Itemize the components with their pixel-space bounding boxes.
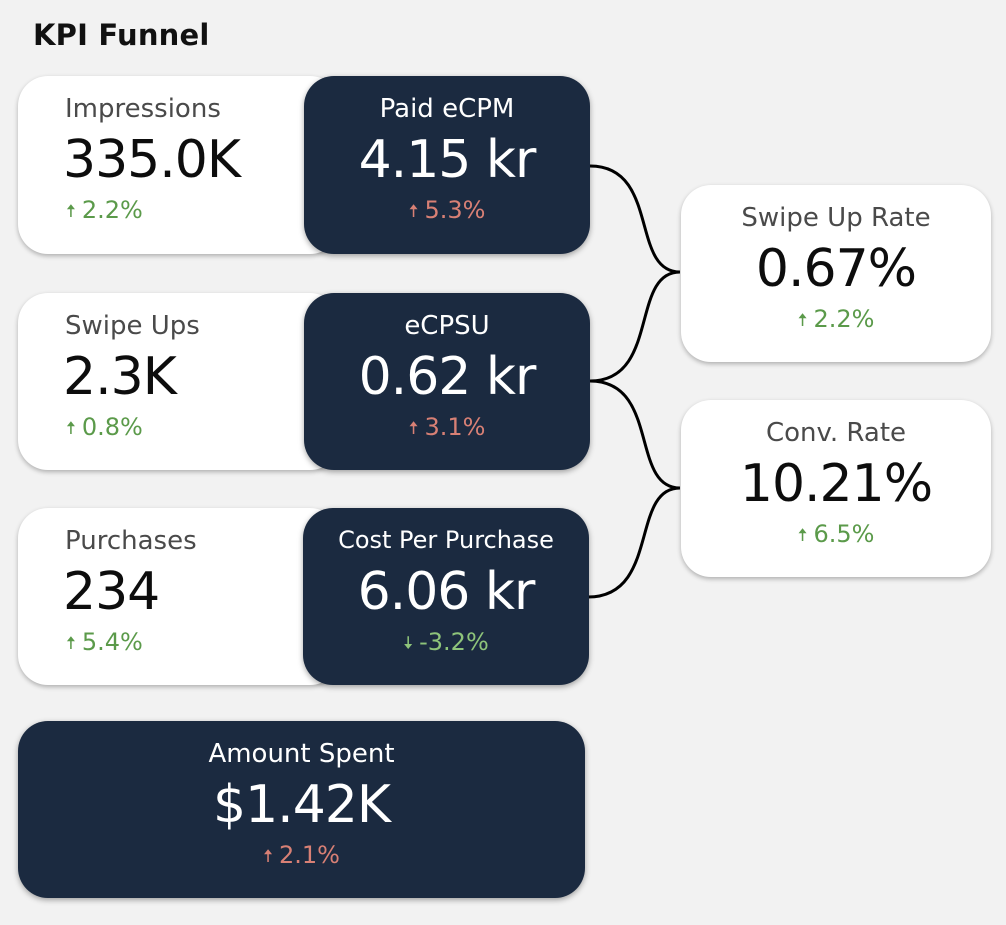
- up-arrow-icon: 🠅: [797, 525, 808, 546]
- up-arrow-icon: 🠅: [66, 633, 76, 654]
- up-arrow-icon: 🠅: [263, 846, 273, 867]
- connector-cpp-to-conv-rate: [587, 486, 681, 599]
- kpi-label: Purchases: [65, 526, 197, 556]
- kpi-label: Paid eCPM: [379, 94, 515, 124]
- kpi-label: Swipe Up Rate: [741, 203, 931, 233]
- kpi-label: Swipe Ups: [65, 311, 200, 341]
- up-arrow-icon: 🠅: [408, 418, 419, 439]
- kpi-value: 0.62 kr: [358, 347, 537, 407]
- kpi-value: 2.3K: [63, 347, 177, 407]
- kpi-value: 4.15 kr: [358, 130, 537, 190]
- kpi-change: 🠅 2.2%: [66, 196, 143, 224]
- down-arrow-icon: 🠇: [403, 633, 414, 654]
- kpi-value: 6.06 kr: [357, 562, 536, 622]
- kpi-change: 🠅 6.5%: [797, 520, 875, 548]
- kpi-value: 0.67%: [755, 239, 917, 299]
- kpi-card-cost-per-purchase: Cost Per Purchase 6.06 kr 🠇 -3.2%: [303, 508, 589, 685]
- kpi-card-purchases: Purchases 234 🠅 5.4%: [18, 508, 340, 685]
- kpi-value: $1.42K: [213, 775, 391, 835]
- kpi-change: 🠅 0.8%: [66, 413, 143, 441]
- up-arrow-icon: 🠅: [66, 201, 76, 222]
- kpi-card-ecpsu: eCPSU 0.62 kr 🠅 3.1%: [304, 293, 590, 470]
- up-arrow-icon: 🠅: [408, 201, 419, 222]
- kpi-card-impressions: Impressions 335.0K 🠅 2.2%: [18, 76, 340, 254]
- kpi-card-paid-ecpm: Paid eCPM 4.15 kr 🠅 5.3%: [304, 76, 590, 254]
- page-title: KPI Funnel: [33, 18, 210, 52]
- up-arrow-icon: 🠅: [66, 418, 76, 439]
- kpi-value: 234: [63, 562, 160, 622]
- kpi-label: eCPSU: [404, 311, 490, 341]
- kpi-value: 10.21%: [739, 454, 933, 514]
- kpi-card-swipe-ups: Swipe Ups 2.3K 🠅 0.8%: [18, 293, 340, 470]
- connector-ecpsu-to-conv-rate: [589, 379, 681, 490]
- kpi-label: Amount Spent: [208, 739, 395, 769]
- kpi-card-amount-spent: Amount Spent $1.42K 🠅 2.1%: [18, 721, 585, 898]
- kpi-change: 🠅 3.1%: [408, 413, 486, 441]
- kpi-label: Cost Per Purchase: [338, 526, 554, 554]
- connector-ecpm-to-swipe-rate: [589, 164, 681, 274]
- kpi-label: Conv. Rate: [765, 418, 907, 448]
- kpi-change: 🠅 5.3%: [408, 196, 486, 224]
- up-arrow-icon: 🠅: [797, 310, 808, 331]
- kpi-value: 335.0K: [63, 130, 241, 190]
- kpi-label: Impressions: [65, 94, 221, 124]
- kpi-card-conv-rate: Conv. Rate 10.21% 🠅 6.5%: [681, 400, 991, 577]
- kpi-card-swipe-up-rate: Swipe Up Rate 0.67% 🠅 2.2%: [681, 185, 991, 362]
- kpi-change: 🠇 -3.2%: [403, 628, 489, 656]
- connector-ecpsu-to-swipe-rate: [589, 270, 681, 383]
- kpi-change: 🠅 2.2%: [797, 305, 875, 333]
- kpi-change: 🠅 5.4%: [66, 628, 143, 656]
- kpi-change: 🠅 2.1%: [263, 841, 340, 869]
